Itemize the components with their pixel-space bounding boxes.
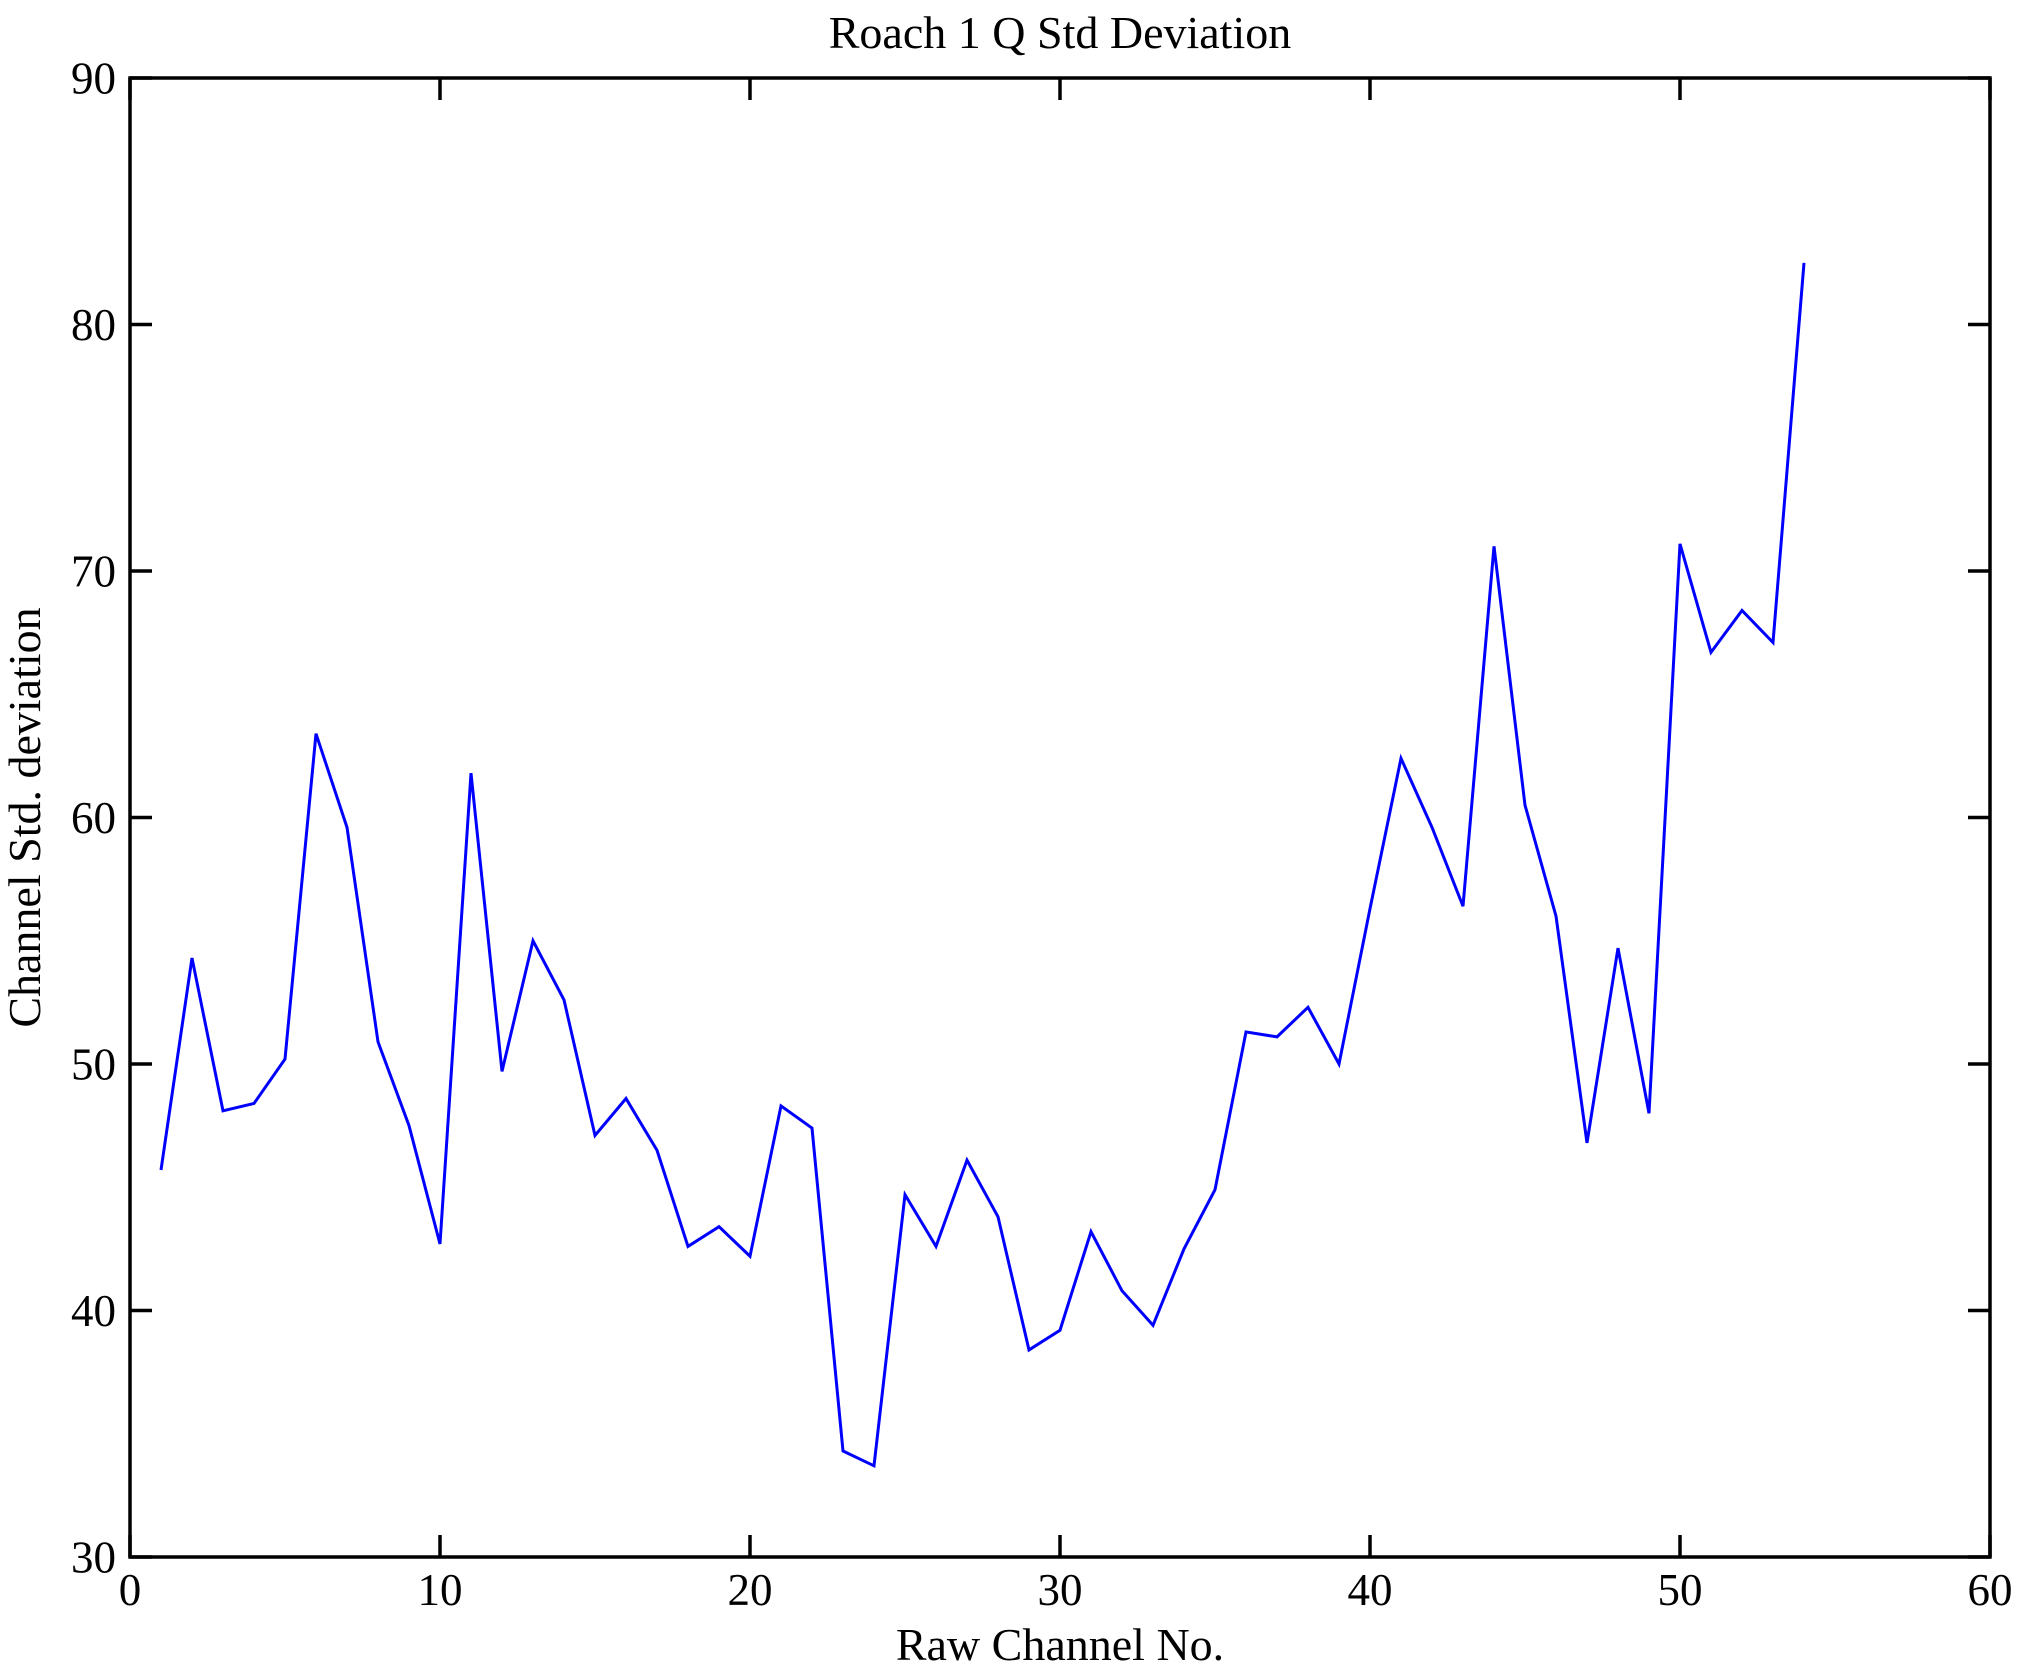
y-axis-label: Channel Std. deviation <box>0 607 50 1027</box>
axis-ticks <box>128 76 1992 1559</box>
y-tick-label: 40 <box>71 1286 116 1336</box>
plot-frame <box>128 76 1992 1559</box>
axis-tick-labels: 0 10 20 30 40 50 60 30 40 50 60 70 80 90 <box>71 53 2013 1615</box>
y-tick-label: 80 <box>71 300 116 350</box>
x-axis-label: Raw Channel No. <box>896 1619 1224 1670</box>
x-tick-label: 60 <box>1968 1565 2013 1615</box>
series-line <box>159 262 1806 1469</box>
x-tick-label: 30 <box>1038 1565 1083 1615</box>
x-tick-label: 20 <box>728 1565 773 1615</box>
y-tick-label: 60 <box>71 793 116 843</box>
chart-title: Roach 1 Q Std Deviation <box>829 7 1292 58</box>
data-series <box>159 262 1806 1469</box>
axes-box <box>128 76 1992 1559</box>
x-tick-label: 0 <box>119 1565 142 1615</box>
y-tick-label: 30 <box>71 1532 116 1582</box>
x-tick-label: 40 <box>1348 1565 1393 1615</box>
y-tick-label: 70 <box>71 546 116 596</box>
y-tick-label: 50 <box>71 1039 116 1089</box>
x-tick-label: 10 <box>418 1565 463 1615</box>
y-tick-label: 90 <box>71 53 116 103</box>
x-tick-label: 50 <box>1658 1565 1703 1615</box>
